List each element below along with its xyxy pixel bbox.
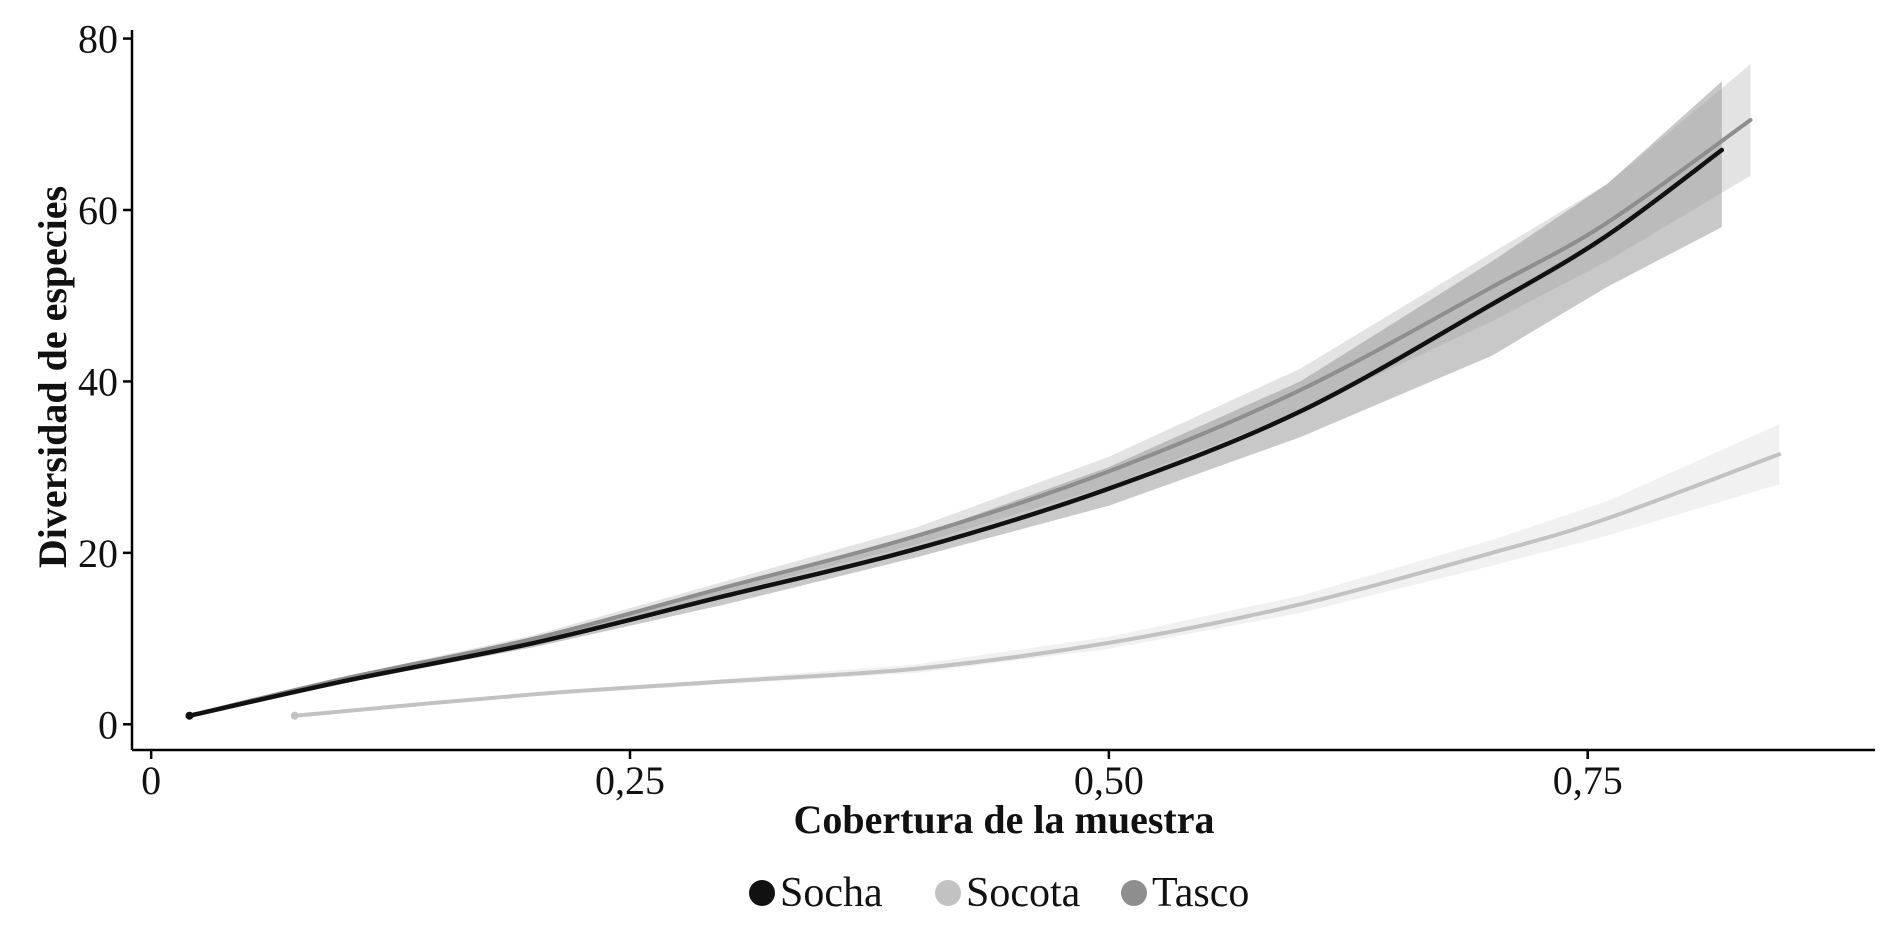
legend-label-tasco: Tasco bbox=[1152, 870, 1249, 916]
x-tick-label: 0,25 bbox=[595, 758, 665, 803]
band-socota bbox=[294, 424, 1780, 716]
band-tasco bbox=[189, 64, 1751, 716]
y-axis-ticks: 0 20 40 60 80 bbox=[78, 17, 132, 747]
x-axis-ticks: 0 0,25 0,50 0,75 bbox=[141, 750, 1623, 803]
y-tick-label: 0 bbox=[98, 702, 118, 747]
start-point-socha bbox=[185, 711, 194, 720]
line-socha bbox=[187, 147, 1725, 718]
series-lines bbox=[185, 118, 1782, 720]
x-tick-label: 0,50 bbox=[1074, 758, 1144, 803]
legend-label-socha: Socha bbox=[780, 870, 883, 916]
y-tick-label: 60 bbox=[78, 188, 118, 233]
legend-dot-tasco bbox=[1121, 880, 1147, 906]
x-axis-title: Cobertura de la muestra bbox=[793, 797, 1214, 842]
legend: Socha Socota Tasco bbox=[749, 870, 1249, 916]
confidence-bands bbox=[189, 64, 1780, 716]
start-point-socota bbox=[290, 711, 299, 720]
line-tasco bbox=[187, 118, 1753, 718]
line-socota bbox=[292, 452, 1782, 718]
legend-label-socota: Socota bbox=[966, 870, 1081, 916]
y-tick-label: 40 bbox=[78, 359, 118, 404]
legend-dot-socha bbox=[749, 880, 775, 906]
legend-dot-socota bbox=[935, 880, 961, 906]
y-axis-title: Diversidad de especies bbox=[30, 186, 75, 568]
y-tick-label: 20 bbox=[78, 531, 118, 576]
band-socha bbox=[189, 81, 1722, 716]
y-tick-label: 80 bbox=[78, 17, 118, 62]
x-tick-label: 0,75 bbox=[1553, 758, 1623, 803]
x-tick-label: 0 bbox=[141, 758, 161, 803]
